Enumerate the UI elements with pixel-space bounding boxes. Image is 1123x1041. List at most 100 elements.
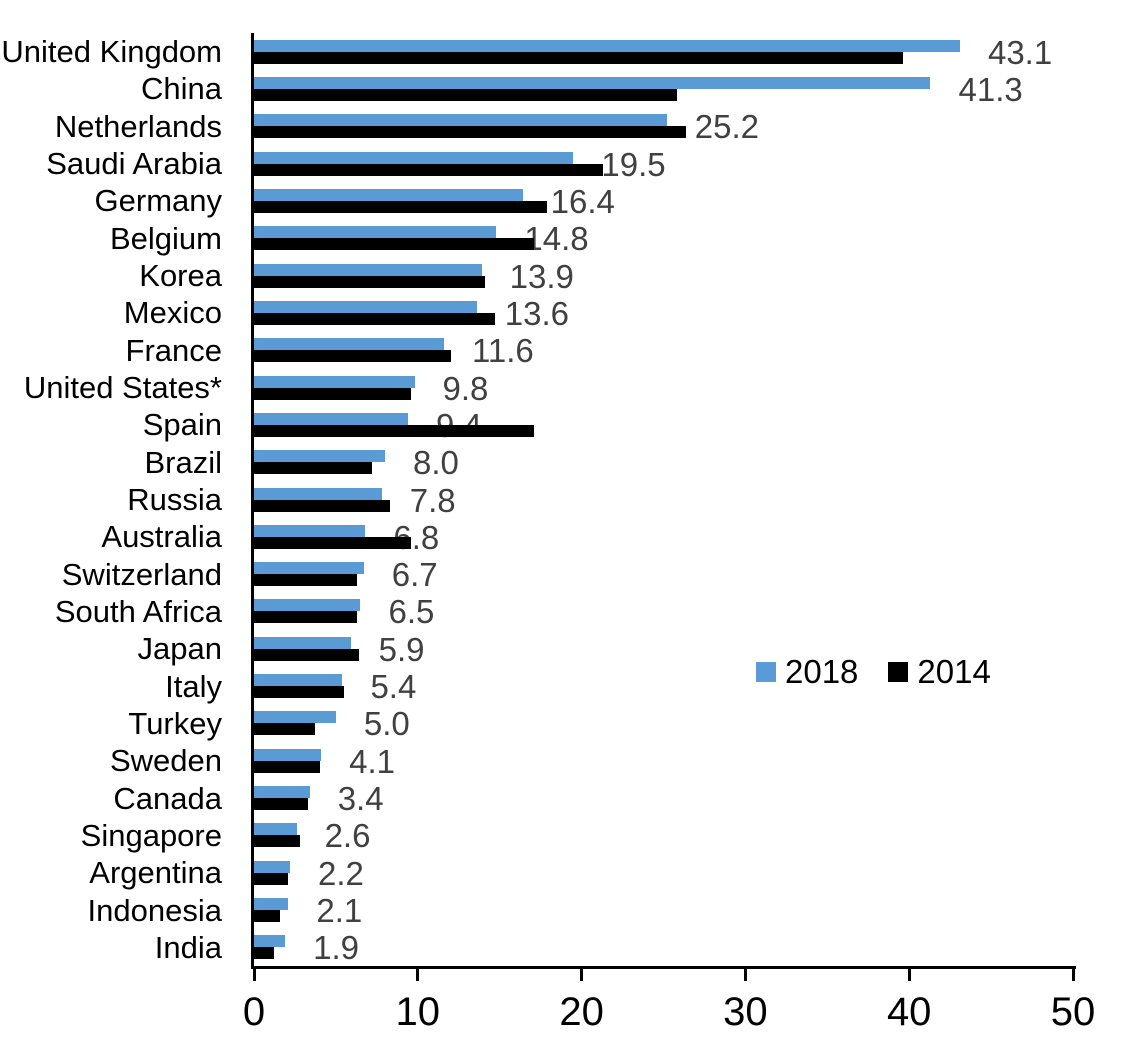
bar-2018 bbox=[254, 114, 667, 127]
category-label: Germany bbox=[94, 183, 222, 219]
data-label: 8.0 bbox=[413, 444, 459, 482]
bar-2014 bbox=[254, 163, 603, 176]
data-label: 25.2 bbox=[694, 108, 759, 146]
bar-2014 bbox=[254, 648, 359, 661]
bar-2014 bbox=[254, 723, 315, 736]
category-label: Spain bbox=[142, 407, 222, 443]
data-label: 41.3 bbox=[958, 70, 1023, 108]
x-tick-mark bbox=[252, 969, 256, 981]
bar-2018 bbox=[254, 151, 574, 164]
bar-2018 bbox=[254, 76, 931, 89]
data-label: 19.5 bbox=[601, 145, 666, 183]
x-tick-label: 50 bbox=[1050, 990, 1096, 1034]
bar-2018 bbox=[254, 524, 366, 537]
bar-2014 bbox=[254, 947, 274, 960]
legend-item-2014: 2014 bbox=[888, 653, 991, 690]
bar-2018 bbox=[254, 860, 291, 873]
category-label: India bbox=[154, 929, 222, 965]
category-label: Indonesia bbox=[87, 892, 222, 928]
bar-2018 bbox=[254, 226, 497, 239]
bar-2014 bbox=[254, 462, 372, 475]
bar-2014 bbox=[254, 835, 300, 848]
bar-2014 bbox=[254, 387, 412, 400]
category-label: Turkey bbox=[128, 705, 222, 741]
bar-2018 bbox=[254, 487, 382, 500]
category-label: Russia bbox=[127, 482, 222, 517]
bar-2014 bbox=[254, 686, 345, 699]
legend-label-2018: 2018 bbox=[785, 653, 859, 690]
x-tick-label: 20 bbox=[559, 990, 604, 1034]
data-label: 5.9 bbox=[378, 630, 425, 668]
bar-2018 bbox=[254, 823, 297, 836]
data-label: 5.0 bbox=[363, 705, 410, 743]
data-label: 3.4 bbox=[337, 780, 384, 818]
bar-2014 bbox=[254, 126, 687, 139]
legend-label-2014: 2014 bbox=[917, 653, 991, 690]
category-label: Saudi Arabia bbox=[46, 146, 222, 182]
bar-2018 bbox=[254, 300, 477, 313]
bar-2014 bbox=[254, 275, 485, 288]
bar-2018 bbox=[254, 786, 310, 799]
bar-2014 bbox=[254, 312, 495, 325]
bar-2018 bbox=[254, 412, 408, 425]
bar-2018 bbox=[254, 263, 482, 276]
category-label: United States* bbox=[23, 370, 222, 406]
data-label: 2.6 bbox=[324, 817, 371, 855]
category-label: South Africa bbox=[54, 593, 222, 629]
bar-2014 bbox=[254, 760, 320, 773]
data-label: 7.8 bbox=[409, 481, 456, 519]
x-tick-label: 0 bbox=[242, 990, 266, 1034]
bar-2014 bbox=[254, 238, 535, 251]
data-label: 4.1 bbox=[349, 742, 396, 780]
bar-2014 bbox=[254, 872, 289, 885]
bar-2018 bbox=[254, 748, 322, 761]
x-tick-label: 30 bbox=[723, 990, 768, 1034]
category-label: Mexico bbox=[123, 295, 222, 331]
bar-2014 bbox=[254, 536, 412, 549]
bar-2014 bbox=[254, 200, 548, 213]
data-label: 6.5 bbox=[388, 593, 435, 631]
data-label: 16.4 bbox=[550, 182, 615, 220]
data-label: 9.8 bbox=[442, 369, 489, 407]
data-label: 6.7 bbox=[391, 556, 438, 594]
x-tick-label: 40 bbox=[886, 990, 932, 1034]
category-label: Canada bbox=[113, 780, 222, 816]
category-label: Brazil bbox=[144, 444, 222, 480]
category-label: Singapore bbox=[80, 817, 222, 853]
data-label: 5.4 bbox=[370, 668, 417, 706]
bar-2018 bbox=[254, 188, 523, 201]
category-label: France bbox=[125, 332, 222, 368]
y-axis-line bbox=[251, 33, 254, 966]
data-label: 1.9 bbox=[313, 929, 359, 967]
category-label: Switzerland bbox=[61, 556, 222, 592]
bar-2018 bbox=[254, 39, 960, 52]
bar-2014 bbox=[254, 424, 535, 437]
bar-2018 bbox=[254, 935, 286, 948]
bar-2018 bbox=[254, 636, 351, 649]
bar-2018 bbox=[254, 599, 361, 612]
category-label: Argentina bbox=[89, 855, 222, 891]
bar-2014 bbox=[254, 574, 358, 587]
category-label: Japan bbox=[137, 631, 222, 667]
x-tick-mark bbox=[743, 969, 747, 981]
bar-2014 bbox=[254, 51, 903, 64]
data-label: 11.6 bbox=[472, 332, 534, 370]
data-label: 2.1 bbox=[316, 892, 363, 930]
category-label: Sweden bbox=[109, 743, 222, 779]
bar-2018 bbox=[254, 375, 415, 388]
category-label: Korea bbox=[139, 258, 222, 294]
category-label: Belgium bbox=[110, 220, 222, 256]
category-label: Italy bbox=[165, 668, 222, 704]
bar-2014 bbox=[254, 611, 358, 624]
legend-item-2018: 2018 bbox=[756, 655, 858, 688]
bar-2014 bbox=[254, 798, 309, 811]
legend: 2018 2014 bbox=[756, 655, 991, 688]
bar-2018 bbox=[254, 450, 386, 463]
bar-2018 bbox=[254, 898, 289, 911]
category-label: United Kingdom bbox=[1, 34, 222, 70]
x-tick-mark bbox=[907, 969, 911, 981]
category-label: China bbox=[141, 71, 222, 107]
bar-2014 bbox=[254, 499, 390, 512]
bar-2018 bbox=[254, 674, 343, 687]
